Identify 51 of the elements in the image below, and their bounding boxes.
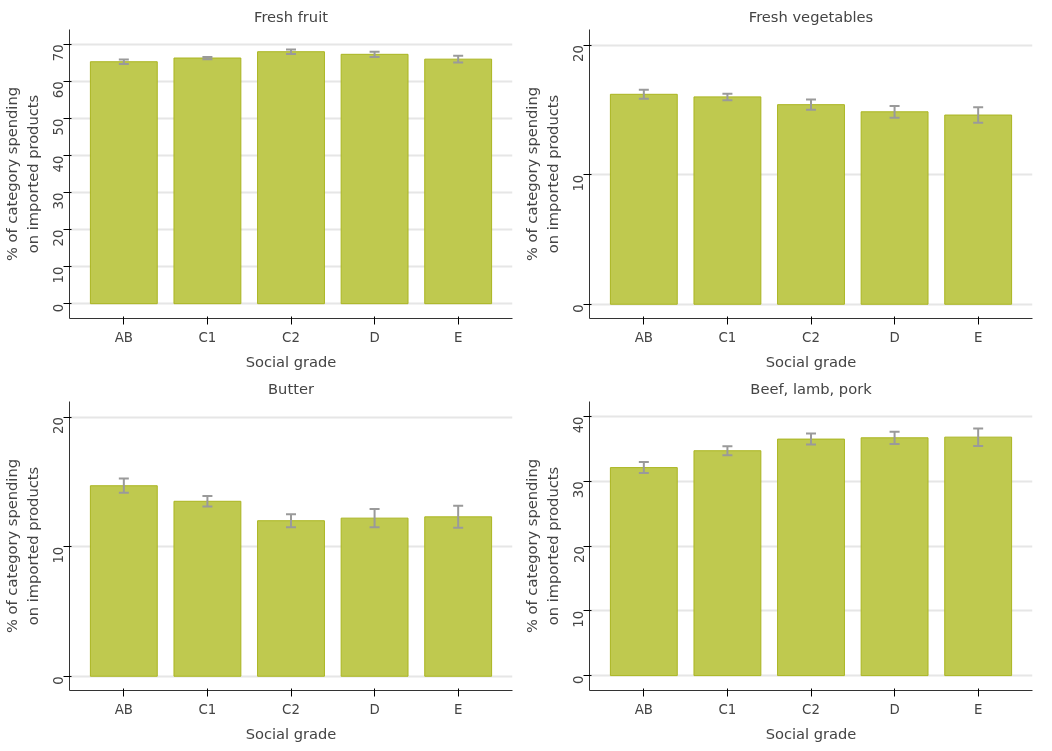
y-tick-label: 10	[571, 174, 587, 192]
y-tick-label: 10	[571, 610, 587, 628]
y-tick-label: 20	[571, 45, 587, 63]
y-tick-label: 70	[51, 44, 67, 62]
y-axis-title: % of category spending on imported products	[523, 86, 561, 262]
x-tick-label: C1	[718, 701, 737, 717]
y-tick-label: 0	[51, 303, 67, 313]
x-tick-label: C1	[198, 701, 217, 717]
x-tick-label: C2	[802, 701, 820, 717]
chart-title: Fresh fruit	[254, 7, 329, 25]
y-tick-label: 10	[51, 546, 67, 564]
y-tick-label: 30	[51, 192, 67, 210]
x-tick-label: AB	[634, 329, 653, 345]
y-tick-label: 0	[51, 676, 67, 685]
y-tick-label: 40	[571, 416, 587, 434]
y-tick-label: 20	[571, 545, 587, 563]
x-axis-title: Social grade	[765, 724, 857, 742]
x-tick-label: AB	[114, 701, 133, 717]
x-tick-label: C2	[282, 329, 300, 345]
x-tick-label: D	[369, 701, 380, 717]
x-tick-label: C2	[282, 701, 300, 717]
x-tick-label: AB	[114, 329, 133, 345]
y-tick-label: 0	[571, 675, 587, 685]
y-tick-label: 0	[571, 304, 587, 313]
y-tick-label: 20	[51, 229, 67, 247]
x-axis-title: Social grade	[245, 724, 337, 742]
x-tick-label: E	[973, 329, 983, 345]
x-tick-label: C1	[198, 329, 217, 345]
y-tick-label: 40	[51, 155, 67, 173]
x-tick-label: AB	[634, 701, 653, 717]
y-tick-label: 10	[51, 266, 67, 284]
y-axis-title: % of category spending on imported products	[3, 458, 41, 634]
chart-title: Butter	[268, 379, 315, 397]
x-tick-label: E	[453, 701, 463, 717]
y-tick-label: 30	[571, 481, 587, 499]
y-tick-label: 50	[51, 118, 67, 136]
x-axis-title: Social grade	[765, 352, 857, 370]
x-tick-label: D	[889, 329, 900, 345]
y-tick-label: 60	[51, 81, 67, 99]
chart-title: Fresh vegetables	[748, 7, 874, 25]
x-tick-label: C1	[718, 329, 737, 345]
x-tick-label: E	[453, 329, 463, 345]
chart-title: Beef, lamb, pork	[750, 379, 873, 397]
y-tick-label: 20	[51, 417, 67, 435]
x-tick-label: C2	[802, 329, 820, 345]
x-tick-label: D	[889, 701, 900, 717]
x-axis-title: Social grade	[245, 352, 337, 370]
x-tick-label: E	[973, 701, 983, 717]
y-axis-title: % of category spending on imported products	[523, 458, 561, 634]
x-tick-label: D	[369, 329, 380, 345]
y-axis-title: % of category spending on imported products	[3, 86, 41, 262]
